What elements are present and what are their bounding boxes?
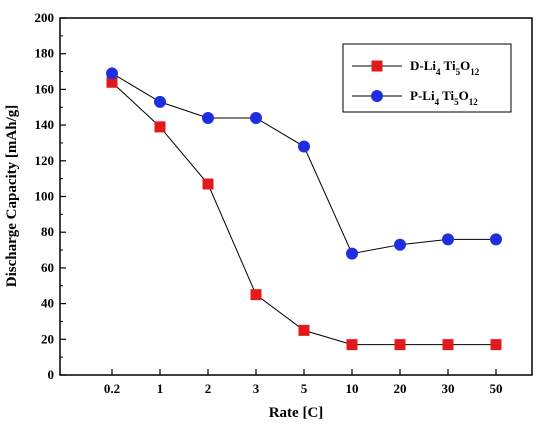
x-tick-label: 10 xyxy=(346,381,359,396)
legend-box xyxy=(342,43,512,113)
data-point-circle xyxy=(250,111,262,124)
data-point-circle xyxy=(346,247,358,260)
legend: D-Li4 Ti5O12 P-Li4 Ti5O12 xyxy=(342,43,512,113)
series-layer xyxy=(106,67,502,351)
data-point-square xyxy=(442,339,454,351)
data-point-square xyxy=(154,121,166,133)
legend-label: D-Li4 Ti5O12 xyxy=(410,58,480,77)
data-point-square xyxy=(346,339,358,351)
legend-marker-square xyxy=(371,60,383,72)
x-tick-label: 2 xyxy=(205,381,212,396)
data-point-square xyxy=(250,289,262,301)
data-point-circle xyxy=(106,67,118,80)
data-point-square xyxy=(490,339,502,351)
y-tick-label: 180 xyxy=(35,46,55,61)
data-point-circle xyxy=(154,95,166,108)
x-tick-label: 0.2 xyxy=(104,381,120,396)
y-tick-label: 0 xyxy=(48,367,55,382)
y-tick-label: 40 xyxy=(41,296,54,311)
x-tick-label: 3 xyxy=(253,381,260,396)
y-tick-label: 80 xyxy=(41,224,54,239)
y-tick-label: 140 xyxy=(35,117,55,132)
x-axis-ticks: 0.2 1 2 3 5 10 20 30 50 xyxy=(104,369,503,396)
y-tick-label: 200 xyxy=(35,10,55,25)
x-tick-label: 50 xyxy=(490,381,503,396)
y-tick-label: 160 xyxy=(35,81,55,96)
data-point-circle xyxy=(202,111,214,124)
data-point-square xyxy=(394,339,406,351)
series-line-0 xyxy=(111,81,496,346)
data-point-circle xyxy=(298,140,310,153)
data-point-square xyxy=(202,178,214,190)
x-tick-label: 1 xyxy=(157,381,164,396)
data-point-circle xyxy=(442,233,454,246)
legend-marker-circle xyxy=(371,90,383,102)
y-axis-title: Discharge Capacity [mAh/g] xyxy=(4,105,20,287)
x-tick-label: 20 xyxy=(394,381,407,396)
y-tick-label: 20 xyxy=(41,331,54,346)
x-tick-label: 5 xyxy=(301,381,308,396)
y-axis-ticks: 0 20 40 60 80 100 120 140 160 180 200 xyxy=(35,10,66,382)
y-tick-label: 60 xyxy=(41,260,54,275)
legend-label: P-Li4 Ti5O12 xyxy=(410,88,478,107)
data-point-circle xyxy=(490,233,502,246)
data-point-square xyxy=(298,324,310,336)
y-tick-label: 100 xyxy=(35,189,55,204)
x-axis-title: Rate [C] xyxy=(269,405,324,421)
x-tick-label: 30 xyxy=(442,381,455,396)
y-tick-label: 120 xyxy=(35,153,55,168)
data-point-circle xyxy=(394,238,406,251)
data-point-square xyxy=(106,76,118,88)
